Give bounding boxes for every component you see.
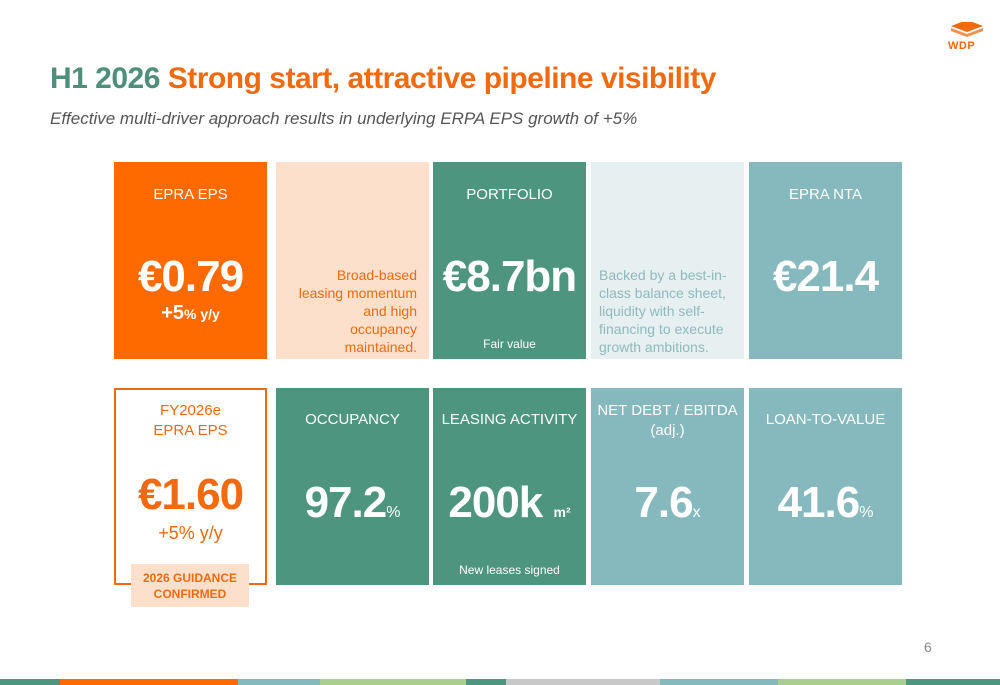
tile-unit: m² [553, 504, 571, 520]
tile-value-wrap: 200k m² [433, 478, 586, 528]
tile-label: OCCUPANCY [305, 411, 400, 428]
title-lead: H1 2026 [50, 62, 160, 95]
tile-label: EPRA NTA [788, 186, 863, 203]
growth-unit: % y/y [184, 306, 220, 322]
footer-bar-segment [506, 679, 660, 685]
tile-value: 97.2 [304, 478, 388, 527]
tile-value: 7.6 [634, 478, 693, 527]
tile-label: PORTFOLIO [466, 186, 553, 203]
tile-value: 41.6 [777, 478, 861, 527]
label-line: NET DEBT / EBITDA [597, 402, 738, 419]
tile-growth: +5% y/y [114, 302, 267, 325]
tile-label: FY2026e EPRA EPS [116, 401, 265, 441]
badge-line: 2026 GUIDANCE [142, 571, 238, 585]
desc-line: and high [363, 303, 417, 319]
footer-bar-segment [660, 679, 778, 685]
growth-number: +5 [161, 302, 184, 324]
tile-label: EPRA EPS [153, 186, 228, 203]
tile-loan-to-value: LOAN-TO-VALUE 41.6% [749, 388, 902, 585]
tile-value: 200k [448, 478, 543, 527]
tile-value: €0.79 [137, 252, 244, 301]
desc-line: liquidity with self- [599, 303, 705, 319]
tile-value-wrap: 7.6x [591, 478, 744, 528]
tile-value: €21.4 [772, 252, 879, 301]
tile-leasing-activity: LEASING ACTIVITY 200k m² New leases sign… [433, 388, 586, 585]
tile-label: NET DEBT / EBITDA (adj.) [591, 401, 744, 441]
footer-bar-segment [0, 679, 60, 685]
tile-footnote: Fair value [483, 337, 536, 351]
tile-portfolio: PORTFOLIO €8.7bn Fair value [433, 162, 586, 359]
desc-line: class balance sheet, [599, 285, 726, 301]
tile-epra-nta: EPRA NTA €21.4 [749, 162, 902, 359]
badge-line: CONFIRMED [153, 587, 227, 601]
label-line: (adj.) [650, 422, 685, 439]
label-line: FY2026e [160, 402, 221, 419]
tile-balance-description: Backed by a best-in- class balance sheet… [591, 162, 744, 359]
wdp-logo-icon [951, 22, 983, 37]
footer-bar-segment [60, 679, 238, 685]
tile-unit: % [386, 504, 401, 521]
label-line: EPRA EPS [153, 422, 228, 439]
leasing-description-text: Broad-based leasing momentum and high oc… [277, 266, 417, 356]
footer-bar-segment [906, 679, 1000, 685]
title-rest: Strong start, attractive pipeline visibi… [167, 62, 717, 95]
footer-bar-segment [778, 679, 906, 685]
tile-unit: % [859, 504, 874, 521]
desc-line: growth ambitions. [599, 339, 709, 355]
tile-value: €8.7bn [442, 252, 577, 301]
tile-fy2026e-guidance: FY2026e EPRA EPS €1.60 +5% y/y [114, 388, 267, 585]
tile-epra-eps: EPRA EPS €0.79 +5% y/y [114, 162, 267, 359]
desc-line: leasing momentum [298, 285, 417, 301]
tile-label: LOAN-TO-VALUE [765, 411, 886, 428]
footer-bar-segment [320, 679, 466, 685]
tile-unit: x [692, 504, 701, 521]
desc-line: occupancy [350, 321, 417, 337]
tile-value: €1.60 [137, 470, 244, 519]
tile-value-wrap: 97.2% [276, 478, 429, 528]
tile-leasing-description: Broad-based leasing momentum and high oc… [276, 162, 429, 359]
footer-bar-segment [238, 679, 320, 685]
desc-line: financing to execute [599, 321, 724, 337]
desc-line: Backed by a best-in- [599, 267, 727, 283]
desc-line: Broad-based [336, 267, 417, 283]
guidance-badge: 2026 GUIDANCE CONFIRMED [131, 564, 249, 607]
page-number: 6 [924, 639, 932, 655]
logo-text: WDP [948, 40, 976, 52]
balance-description-text: Backed by a best-in- class balance sheet… [599, 266, 739, 356]
tile-footnote: New leases signed [459, 563, 560, 577]
page-title: H1 2026 Strong start, attractive pipelin… [50, 62, 716, 96]
tile-net-debt-ebitda: NET DEBT / EBITDA (adj.) 7.6x [591, 388, 744, 585]
tile-growth: +5% y/y [158, 523, 223, 543]
tile-value-wrap: 41.6% [749, 478, 902, 528]
tile-label: LEASING ACTIVITY [441, 411, 578, 428]
page-subtitle: Effective multi-driver approach results … [50, 109, 638, 128]
tile-occupancy: OCCUPANCY 97.2% [276, 388, 429, 585]
footer-bar-segment [466, 679, 506, 685]
desc-line: maintained. [344, 339, 417, 355]
